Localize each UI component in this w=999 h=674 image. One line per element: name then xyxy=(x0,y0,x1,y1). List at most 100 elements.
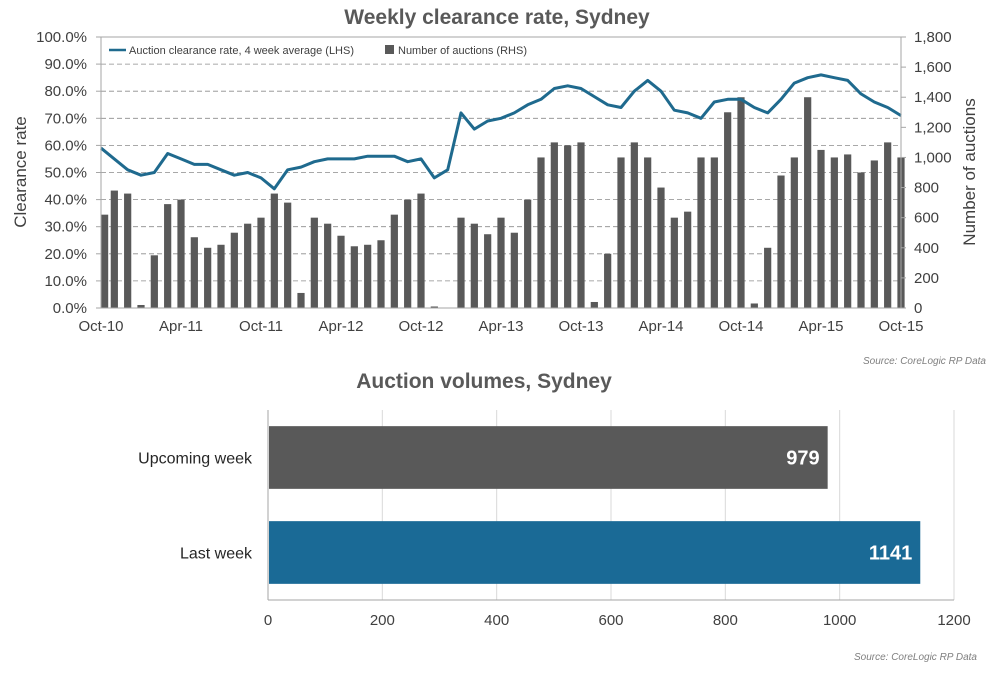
auction-count-bar xyxy=(604,253,612,308)
auction-count-bar xyxy=(510,232,518,308)
x-tick-label: 0 xyxy=(264,612,272,629)
x-tick-label: 1000 xyxy=(823,612,856,629)
auction-count-bar xyxy=(230,232,238,308)
category-label: Last week xyxy=(180,546,253,563)
right-tick-label: 1,000 xyxy=(914,149,952,166)
auction-volume-bar xyxy=(269,521,921,584)
bottom-chart-bars: 979 Upcoming week 1141 Last week xyxy=(138,426,921,584)
top-chart-line xyxy=(100,73,902,191)
auction-count-bar xyxy=(537,157,545,308)
clearance-rate-line xyxy=(100,73,902,191)
auction-count-bar xyxy=(724,112,732,309)
auction-count-bar xyxy=(457,217,465,308)
top-right-axis-ticks: 0 200 400 600 800 1,000 1,200 1,400 1,600 1,800 xyxy=(901,29,952,317)
right-tick-label: 1,800 xyxy=(914,29,952,46)
top-chart-title: Weekly clearance rate, Sydney xyxy=(344,6,650,29)
auction-count-bar xyxy=(390,214,398,308)
right-tick-label: 1,600 xyxy=(914,59,952,76)
left-tick-label: 70.0% xyxy=(44,110,87,127)
x-tick-label: Oct-14 xyxy=(718,318,763,335)
x-tick-label: Oct-12 xyxy=(398,318,443,335)
left-tick-label: 10.0% xyxy=(44,273,87,290)
auction-count-bar xyxy=(870,160,878,308)
x-tick-label: 800 xyxy=(713,612,738,629)
top-legend: Auction clearance rate, 4 week average (… xyxy=(109,45,527,57)
top-right-axis-label: Number of auctions xyxy=(960,98,979,245)
auction-count-bar xyxy=(550,142,558,308)
x-tick-label: 400 xyxy=(484,612,509,629)
auction-count-bar xyxy=(164,204,172,308)
auction-count-bar xyxy=(430,306,438,308)
x-tick-label: Apr-15 xyxy=(798,318,843,335)
top-chart-source: Source: CoreLogic RP Data xyxy=(863,356,986,367)
auction-count-bar xyxy=(217,244,225,308)
x-tick-label: Apr-11 xyxy=(159,318,203,335)
auction-volume-bar xyxy=(269,426,828,489)
x-tick-label: Apr-12 xyxy=(318,318,363,335)
top-left-axis-label: Clearance rate xyxy=(11,116,30,228)
category-label: Upcoming week xyxy=(138,451,253,468)
auction-count-bar xyxy=(124,193,132,308)
auction-count-bar xyxy=(417,193,425,308)
auction-count-bar xyxy=(337,235,345,308)
bottom-chart-title: Auction volumes, Sydney xyxy=(356,370,612,393)
legend-line-label: Auction clearance rate, 4 week average (… xyxy=(129,45,354,57)
auction-count-bar xyxy=(590,301,598,308)
x-tick-label: 200 xyxy=(370,612,395,629)
legend-bar-label: Number of auctions (RHS) xyxy=(398,45,527,57)
x-tick-label: Oct-10 xyxy=(78,318,123,335)
auction-count-bar xyxy=(577,142,585,308)
x-tick-label: Apr-14 xyxy=(638,318,683,335)
right-tick-label: 0 xyxy=(914,300,922,317)
auction-count-bar xyxy=(101,214,109,308)
auction-count-bar xyxy=(644,157,652,308)
auction-count-bar xyxy=(257,217,265,308)
left-tick-label: 40.0% xyxy=(44,192,87,209)
bar-value-label: 979 xyxy=(786,448,819,470)
auction-count-bar xyxy=(177,199,185,308)
auction-count-bar xyxy=(524,199,532,308)
auction-count-bar xyxy=(350,246,358,308)
auction-count-bar xyxy=(817,149,825,308)
top-x-axis-ticks: Oct-10 Apr-11 Oct-11 Apr-12 Oct-12 Apr-13 Oct-… xyxy=(78,318,923,335)
bottom-x-axis-ticks: 0 200 400 600 800 1000 1200 xyxy=(264,612,971,629)
auction-count-bar xyxy=(844,154,852,308)
auction-count-bar xyxy=(884,142,892,308)
right-tick-label: 200 xyxy=(914,270,939,287)
right-tick-label: 400 xyxy=(914,240,939,257)
auction-count-bar xyxy=(830,157,838,308)
x-tick-label: 600 xyxy=(598,612,623,629)
left-tick-label: 100.0% xyxy=(36,29,87,46)
x-tick-label: Oct-15 xyxy=(878,318,923,335)
auction-count-bar xyxy=(150,255,158,308)
right-tick-label: 600 xyxy=(914,210,939,227)
auction-count-bar xyxy=(284,202,292,308)
x-tick-label: 1200 xyxy=(937,612,970,629)
left-tick-label: 0.0% xyxy=(53,300,87,317)
auction-count-bar xyxy=(710,157,718,308)
right-tick-label: 1,400 xyxy=(914,89,952,106)
auction-count-bar xyxy=(470,223,478,308)
bottom-chart-source: Source: CoreLogic RP Data xyxy=(854,652,977,663)
left-tick-label: 30.0% xyxy=(44,219,87,236)
auction-count-bar xyxy=(777,175,785,308)
right-tick-label: 800 xyxy=(914,180,939,197)
auction-count-bar xyxy=(204,247,212,308)
auction-count-bar xyxy=(137,304,145,308)
auction-count-bar xyxy=(324,223,332,308)
auction-count-bar xyxy=(630,142,638,308)
auction-count-bar xyxy=(190,237,198,308)
right-tick-label: 1,200 xyxy=(914,119,952,136)
top-chart-bars xyxy=(101,97,905,309)
auction-count-bar xyxy=(270,193,278,308)
left-tick-label: 60.0% xyxy=(44,137,87,154)
auction-count-bar xyxy=(110,190,118,308)
auction-count-bar xyxy=(657,187,665,308)
auction-count-bar xyxy=(364,244,372,308)
auction-count-bar xyxy=(564,145,572,308)
auction-count-bar xyxy=(497,217,505,308)
x-tick-label: Oct-11 xyxy=(239,318,283,335)
auction-count-bar xyxy=(804,97,812,308)
top-left-axis-ticks: 0.0% 10.0% 20.0% 30.0% 40.0% 50.0% 60.0% 70.0% 8… xyxy=(36,29,101,317)
